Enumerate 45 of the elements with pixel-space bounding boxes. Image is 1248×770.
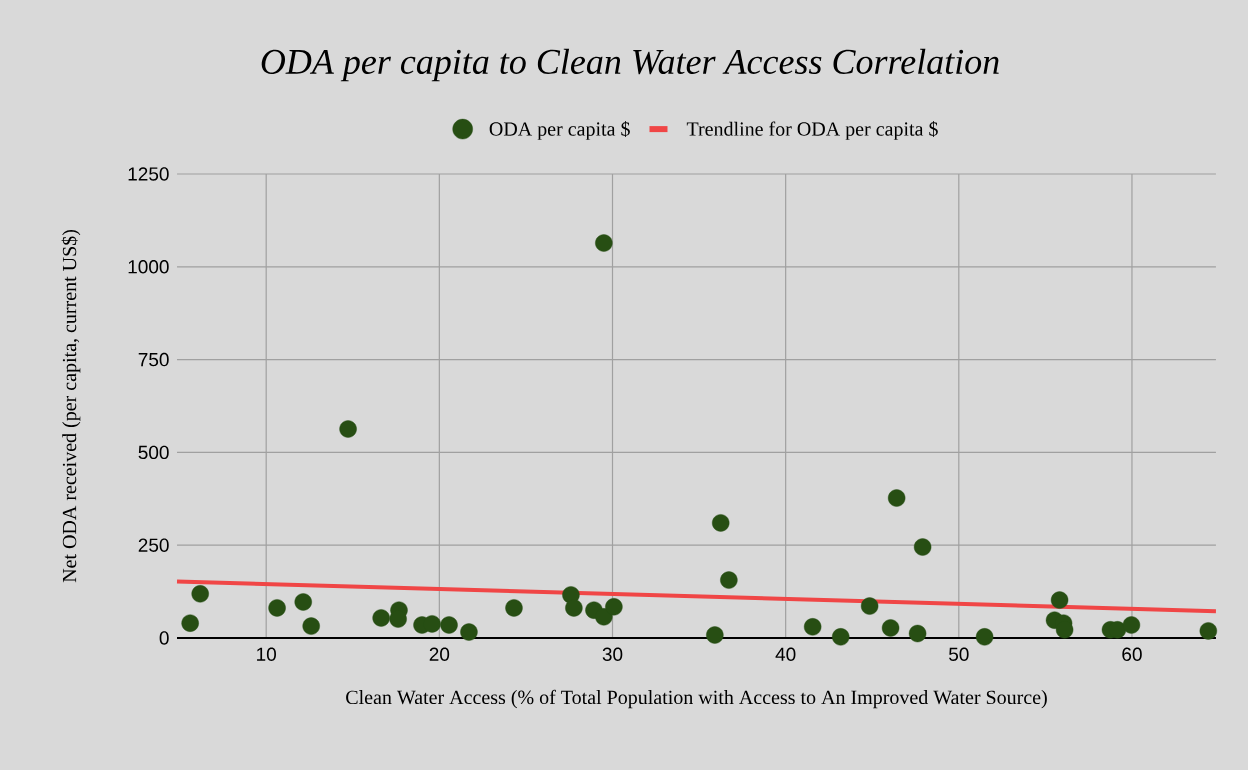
y-tick-label: 750	[138, 352, 169, 367]
point	[605, 598, 623, 616]
x-tick-label: 20	[429, 647, 450, 661]
point	[720, 571, 738, 589]
x-tick-label: 40	[775, 647, 796, 661]
point	[339, 420, 357, 438]
point	[565, 599, 583, 617]
point	[372, 609, 390, 627]
y-tick-label: 0	[159, 631, 169, 645]
x-tick-label: 60	[1122, 647, 1142, 661]
point	[1199, 622, 1218, 640]
point	[191, 585, 209, 603]
point	[913, 538, 932, 556]
point	[294, 593, 312, 611]
point	[1050, 591, 1069, 609]
point	[860, 597, 879, 615]
chart-title: ODA per capita to Clean Water Access Correlation	[261, 48, 999, 82]
y-tick-label: 1250	[128, 167, 169, 181]
y-tick-label: 1000	[128, 260, 169, 274]
point	[881, 619, 900, 637]
legend-label: Trendline for ODA per capita $	[686, 121, 938, 140]
point	[706, 626, 724, 644]
point	[887, 489, 906, 507]
x-axis-title: Clean Water Access (% of Total Population with Access to An Improved Water Source)	[346, 689, 1047, 709]
point	[908, 624, 927, 643]
point	[975, 628, 994, 646]
y-tick-label: 500	[138, 445, 169, 460]
x-tick-label: 30	[602, 647, 623, 661]
point	[181, 614, 199, 632]
point	[440, 616, 458, 634]
point	[595, 608, 613, 626]
point	[268, 599, 286, 617]
legend-label: ODA per capita $	[489, 121, 630, 140]
point	[832, 628, 850, 646]
point	[712, 514, 730, 532]
point	[302, 617, 320, 635]
point	[1122, 616, 1141, 634]
y-tick-label: 250	[138, 538, 169, 552]
point	[803, 618, 822, 636]
x-tick-label: 50	[948, 647, 969, 661]
x-tick-label: 10	[257, 647, 276, 661]
point	[505, 599, 523, 617]
point	[460, 623, 478, 641]
y-axis-title: Net ODA received (per capita, current US$)	[61, 229, 81, 583]
point	[595, 234, 613, 252]
